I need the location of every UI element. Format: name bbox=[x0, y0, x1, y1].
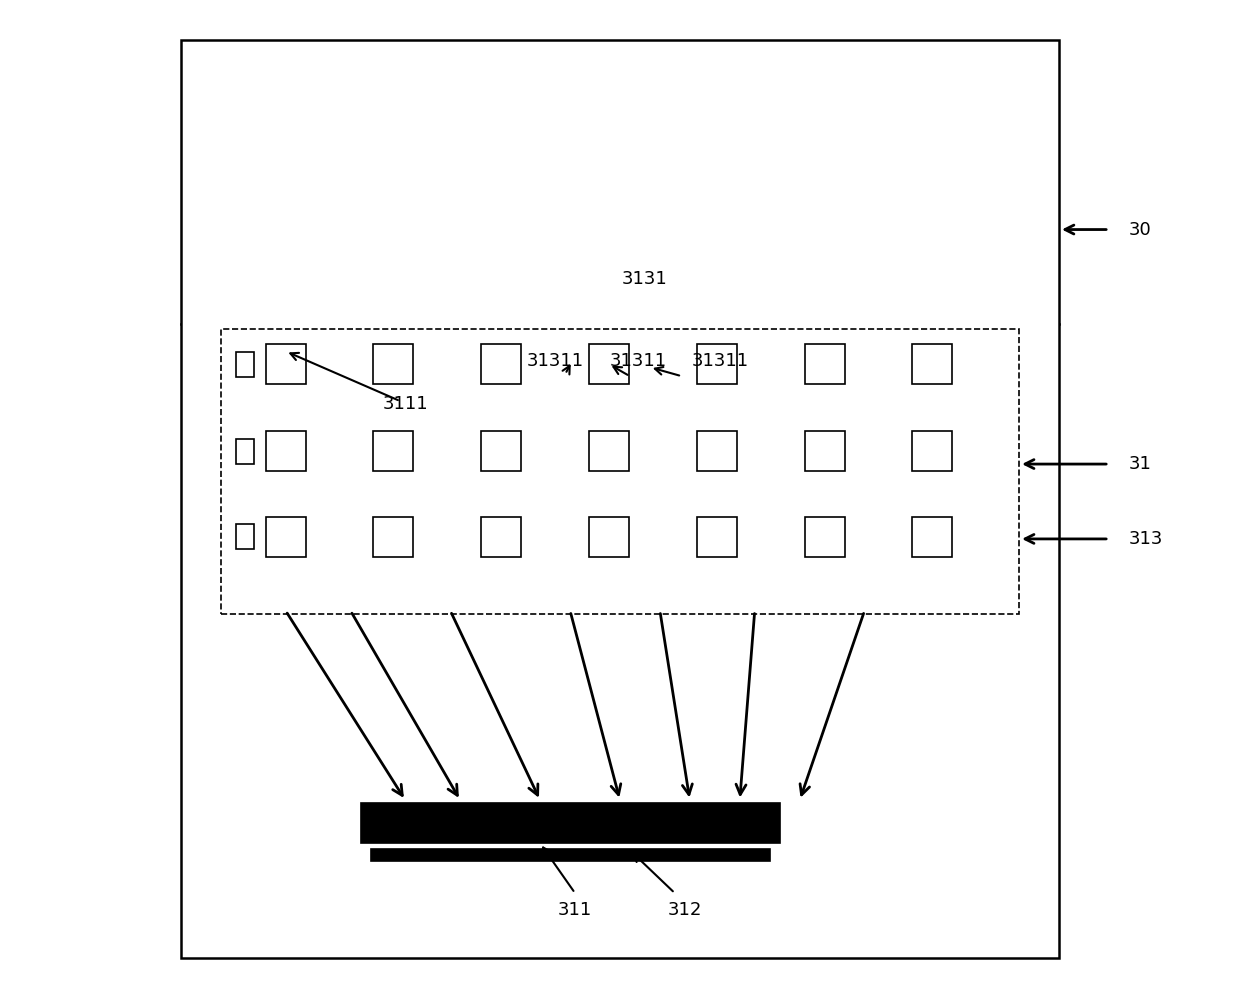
Bar bbox=[265, 431, 305, 471]
Bar bbox=[373, 517, 413, 557]
Bar bbox=[589, 344, 629, 384]
Bar bbox=[913, 517, 952, 557]
Bar bbox=[265, 344, 305, 384]
Text: 31311: 31311 bbox=[527, 352, 584, 370]
Text: 3131: 3131 bbox=[622, 270, 668, 288]
Bar bbox=[589, 517, 629, 557]
Text: 31311: 31311 bbox=[609, 352, 667, 370]
Bar bbox=[236, 525, 254, 549]
Text: 31311: 31311 bbox=[691, 352, 749, 370]
Text: 30: 30 bbox=[1128, 221, 1152, 239]
Bar bbox=[236, 351, 254, 376]
Bar bbox=[805, 431, 844, 471]
Bar bbox=[697, 431, 737, 471]
Bar bbox=[913, 344, 952, 384]
Bar bbox=[373, 431, 413, 471]
Bar bbox=[236, 438, 254, 463]
Bar bbox=[181, 40, 1059, 958]
Bar bbox=[697, 517, 737, 557]
Text: 312: 312 bbox=[667, 901, 702, 919]
Bar bbox=[481, 517, 521, 557]
Bar bbox=[481, 344, 521, 384]
Text: 313: 313 bbox=[1128, 530, 1163, 548]
Bar bbox=[589, 431, 629, 471]
Text: 31: 31 bbox=[1128, 455, 1152, 473]
Bar bbox=[805, 344, 844, 384]
Bar bbox=[361, 803, 780, 843]
Bar bbox=[913, 431, 952, 471]
Bar bbox=[371, 849, 770, 861]
Bar bbox=[481, 431, 521, 471]
Bar bbox=[373, 344, 413, 384]
Bar bbox=[265, 517, 305, 557]
Text: 311: 311 bbox=[558, 901, 593, 919]
Text: 3111: 3111 bbox=[383, 395, 428, 413]
Bar bbox=[805, 517, 844, 557]
Bar bbox=[221, 329, 1019, 614]
Bar bbox=[697, 344, 737, 384]
